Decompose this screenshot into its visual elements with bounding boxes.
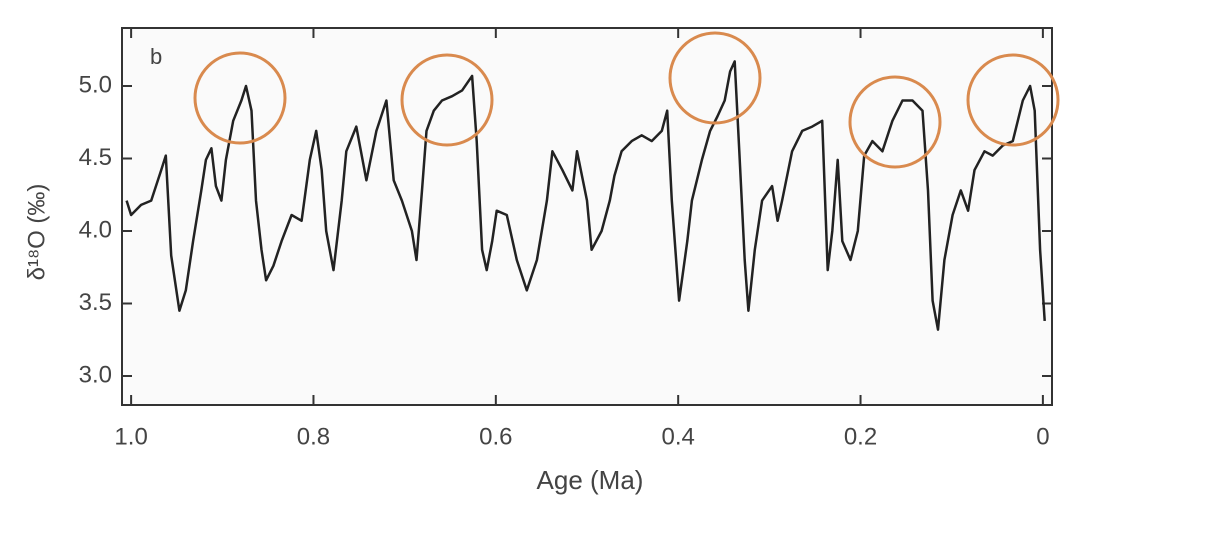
highlight-circle: [966, 53, 1060, 147]
x-axis-label: Age (Ma): [537, 465, 644, 495]
y-tick-label: 3.5: [79, 289, 112, 316]
plot-frame: [121, 27, 1053, 406]
x-tick-label: 0.4: [661, 423, 694, 450]
x-tick-label: 0.6: [479, 423, 512, 450]
x-tick-label: 0: [1036, 423, 1049, 450]
y-tick-label: 5.0: [79, 71, 112, 98]
x-tick-label: 0.8: [297, 423, 330, 450]
highlight-circle: [668, 31, 762, 125]
highlight-circle: [848, 75, 942, 169]
highlight-circles: [193, 31, 1060, 169]
panel-label: b: [150, 44, 162, 69]
highlight-circle: [193, 51, 287, 145]
y-tick-label: 3.0: [79, 361, 112, 388]
x-tick-label: 0.2: [844, 423, 877, 450]
y-tick-label: 4.5: [79, 144, 112, 171]
x-tick-label: 1.0: [114, 423, 147, 450]
y-tick-label: 4.0: [79, 216, 112, 243]
data-line: [125, 60, 1046, 331]
y-axis-label: δ¹⁸O (‰): [23, 184, 50, 281]
highlight-circle: [400, 53, 494, 147]
